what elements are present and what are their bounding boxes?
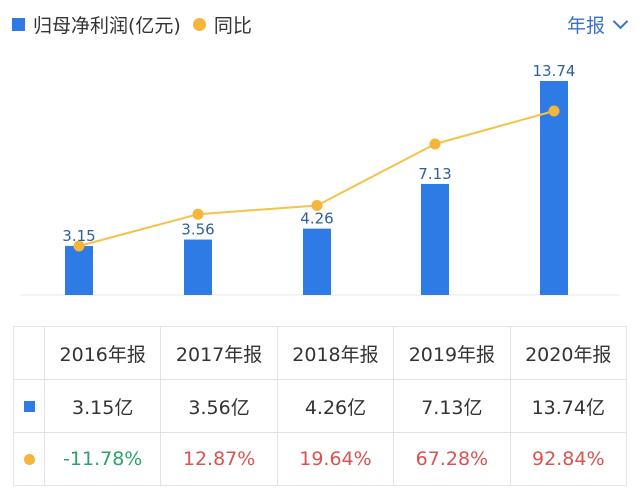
table-header-cell: 2020年报 [509, 326, 628, 380]
profit-value-cell: 3.56亿 [160, 379, 278, 433]
yoy-row-marker [23, 454, 35, 465]
bar-legend-marker [12, 17, 25, 31]
yoy-value-cell: 92.84% [509, 432, 628, 486]
profit-bar[interactable] [184, 239, 212, 295]
yoy-point[interactable] [311, 199, 323, 211]
bar-value-label: 13.74 [533, 62, 576, 80]
profit-row-marker [23, 401, 35, 412]
bar-value-label: 3.15 [62, 227, 95, 245]
yoy-point[interactable] [548, 105, 560, 117]
table-row-yoy: -11.78% 12.87% 19.64% 67.28% 92.84% [13, 432, 628, 486]
profit-value-cell: 3.15亿 [43, 379, 162, 433]
bar-legend-label: 归母净利润(亿元) [33, 14, 181, 37]
table-header-cell: 2017年报 [160, 326, 278, 380]
bar-value-label: 4.26 [300, 210, 333, 228]
bar-value-label: 7.13 [418, 165, 451, 183]
profit-row-marker-cell [13, 379, 45, 433]
period-selector-label: 年报 [566, 14, 605, 37]
profit-value-cell: 7.13亿 [393, 379, 511, 433]
yoy-point[interactable] [192, 208, 204, 220]
table-header-cell: 2019年报 [393, 326, 511, 380]
table-corner-cell [13, 326, 45, 380]
yoy-value-cell: 67.28% [393, 432, 511, 486]
profit-bar[interactable] [540, 81, 568, 295]
table-header-cell: 2018年报 [276, 326, 395, 380]
line-legend-label: 同比 [213, 14, 252, 37]
table-header-cell: 2016年报 [43, 326, 162, 380]
yoy-value-cell: 12.87% [160, 432, 278, 486]
yoy-value-cell: 19.64% [276, 432, 395, 486]
yoy-row-marker-cell [13, 432, 45, 486]
yoy-value-cell: -11.78% [43, 432, 162, 486]
profit-value-cell: 13.74亿 [509, 379, 628, 433]
profit-bar[interactable] [421, 183, 449, 295]
yoy-point[interactable] [429, 138, 441, 150]
yoy-point[interactable] [73, 240, 85, 252]
profit-chart: 3.15 3.56 4.26 7.13 13.74 [20, 62, 620, 296]
profit-bar[interactable] [65, 245, 93, 295]
period-selector[interactable]: 年报 [566, 10, 629, 38]
table-header-row: 2016年报 2017年报 2018年报 2019年报 2020年报 [13, 326, 628, 380]
chart-legend: 归母净利润(亿元) 同比 [12, 10, 252, 38]
profit-bar[interactable] [303, 228, 331, 295]
bar-value-label: 3.56 [181, 221, 214, 239]
table-row-profit: 3.15亿 3.56亿 4.26亿 7.13亿 13.74亿 [13, 379, 628, 433]
line-legend-marker [192, 17, 206, 31]
data-table: 2016年报 2017年报 2018年报 2019年报 2020年报 3.15亿… [13, 326, 628, 486]
profit-value-cell: 4.26亿 [276, 379, 395, 433]
